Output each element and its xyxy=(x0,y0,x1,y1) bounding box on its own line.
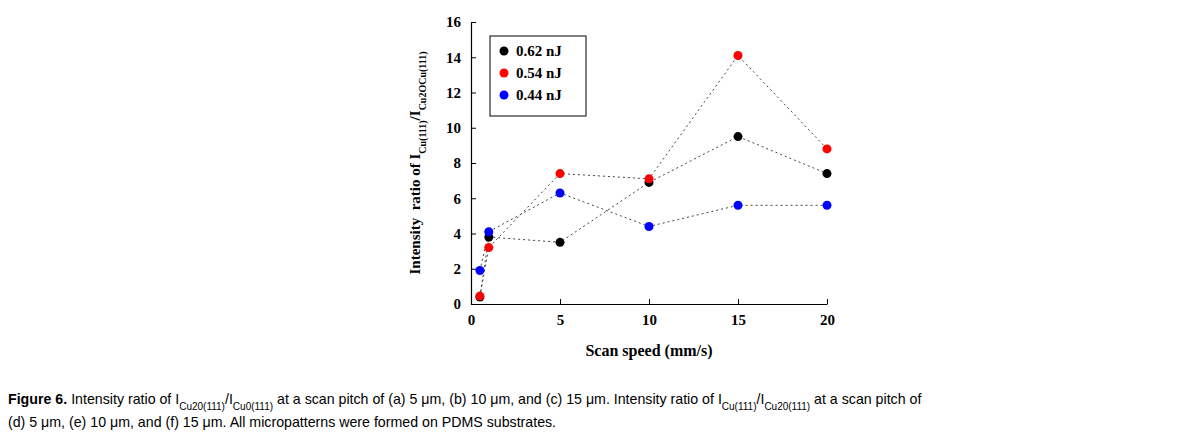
legend-marker xyxy=(500,47,509,56)
y-tick-mark xyxy=(471,234,476,235)
legend-marker xyxy=(500,91,509,100)
caption-run: at a scan pitch of (a) 5 μm, (b) 10 μm, … xyxy=(273,391,722,407)
x-tick-label: 0 xyxy=(468,312,476,328)
y-axis-title-subscript: Cu(111) xyxy=(417,120,429,153)
y-tick-label: 16 xyxy=(446,14,462,30)
caption-run: /I xyxy=(756,391,764,407)
x-tick-mark xyxy=(738,299,739,304)
caption-run: /I xyxy=(225,391,233,407)
series-line xyxy=(480,137,827,297)
series-line xyxy=(480,193,827,271)
data-point xyxy=(475,292,484,301)
plot-area xyxy=(475,51,831,301)
caption-run: at a scan pitch of xyxy=(810,391,921,407)
y-tick-mark xyxy=(471,304,476,305)
y-axis-title-subscript: Cu2OCu(111) xyxy=(417,51,429,110)
caption-subscript: Cu(111) xyxy=(722,401,757,412)
x-tick-label: 20 xyxy=(820,312,835,328)
x-axis-title: Scan speed (mm/s) xyxy=(585,342,712,360)
y-tick-label: 2 xyxy=(454,261,462,277)
legend: 0.62 nJ 0.54 nJ 0.44 nJ xyxy=(490,36,586,116)
y-tick-mark xyxy=(471,269,476,270)
caption-subscript: Cu20(111) xyxy=(764,401,810,412)
data-point xyxy=(645,222,654,231)
data-point xyxy=(475,292,484,301)
data-point xyxy=(823,169,832,178)
y-tick: 2 xyxy=(454,261,477,277)
y-axis-title-run: /I xyxy=(407,110,423,121)
data-point xyxy=(556,188,565,197)
data-point xyxy=(475,266,484,275)
y-axis: 0 2 4 6 8 10 12 14 16 xyxy=(446,14,476,312)
y-tick: 12 xyxy=(446,85,476,101)
caption-subscript: Cu0(111) xyxy=(233,401,273,412)
x-axis: 0 5 10 15 20 xyxy=(468,299,835,328)
figure: 0 5 10 15 20 0 2 4 6 8 10 12 14 16 Scan speed (mm/s) In… xyxy=(0,0,1190,436)
caption-line: Figure 6.Intensity ratio of ICu20(111)/I… xyxy=(8,391,921,412)
legend-label: 0.44 nJ xyxy=(516,87,562,103)
caption-run: (d) 5 μm, (e) 10 μm, and (f) 15 μm. All … xyxy=(8,414,556,430)
legend-marker xyxy=(500,69,509,78)
y-tick: 16 xyxy=(446,14,476,30)
y-tick-label: 6 xyxy=(454,191,462,207)
x-tick-mark xyxy=(649,299,650,304)
data-point xyxy=(556,169,565,178)
series-line xyxy=(480,55,827,296)
y-tick: 4 xyxy=(454,226,477,242)
y-axis-title: Intensity ratio of ICu(111)/ICu2OCu(111) xyxy=(407,51,429,274)
y-tick: 14 xyxy=(446,50,476,66)
x-tick-mark xyxy=(560,299,561,304)
data-point xyxy=(484,243,493,252)
x-axis-line xyxy=(472,304,828,305)
y-tick-mark xyxy=(471,163,476,164)
legend-label: 0.62 nJ xyxy=(516,43,562,59)
y-tick-mark xyxy=(471,198,476,199)
x-tick: 15 xyxy=(731,299,746,328)
y-tick-mark xyxy=(471,22,476,23)
caption: Figure 6.Intensity ratio of ICu20(111)/I… xyxy=(8,391,921,430)
legend-box xyxy=(490,36,586,116)
y-tick-mark xyxy=(471,57,476,58)
y-tick-label: 8 xyxy=(454,155,462,171)
y-tick-label: 4 xyxy=(454,226,462,242)
data-point xyxy=(484,227,493,236)
caption-run: Intensity ratio of I xyxy=(71,391,179,407)
x-tick-mark xyxy=(827,299,828,304)
y-tick: 0 xyxy=(454,296,477,312)
caption-label: Figure 6. xyxy=(8,391,67,407)
y-axis-title-run: Intensity ratio of I xyxy=(407,154,423,275)
y-tick: 10 xyxy=(446,120,476,136)
y-tick-label: 0 xyxy=(454,296,462,312)
caption-subscript: Cu20(111) xyxy=(179,401,225,412)
x-tick-label: 10 xyxy=(642,312,657,328)
x-tick-label: 15 xyxy=(731,312,746,328)
data-point xyxy=(734,132,743,141)
y-tick-mark xyxy=(471,128,476,129)
data-point xyxy=(823,201,832,210)
data-point xyxy=(734,51,743,60)
y-tick-mark xyxy=(471,93,476,94)
x-tick: 5 xyxy=(557,299,565,328)
y-tick: 8 xyxy=(454,155,477,171)
x-tick: 20 xyxy=(820,299,835,328)
legend-label: 0.54 nJ xyxy=(516,65,562,81)
data-point xyxy=(556,238,565,247)
y-tick-label: 10 xyxy=(446,120,461,136)
data-point xyxy=(823,144,832,153)
data-point xyxy=(645,174,654,183)
x-tick: 10 xyxy=(642,299,657,328)
x-tick-label: 5 xyxy=(557,312,565,328)
y-tick-label: 14 xyxy=(446,50,462,66)
data-point xyxy=(734,201,743,210)
caption-line: (d) 5 μm, (e) 10 μm, and (f) 15 μm. All … xyxy=(8,414,556,430)
y-tick-label: 12 xyxy=(446,85,461,101)
y-tick: 6 xyxy=(454,191,477,207)
